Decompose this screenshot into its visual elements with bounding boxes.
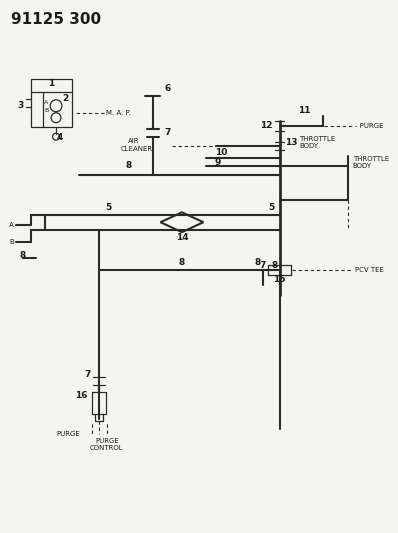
Text: 8: 8: [271, 261, 278, 270]
Text: PURGE: PURGE: [56, 431, 80, 437]
Text: 9: 9: [215, 158, 221, 167]
Text: 7: 7: [84, 370, 90, 379]
Text: 15: 15: [273, 276, 286, 285]
Text: 8: 8: [179, 257, 185, 266]
Text: 5: 5: [105, 203, 112, 212]
Text: 8: 8: [255, 257, 261, 266]
Text: 5: 5: [269, 203, 275, 212]
Text: BODY: BODY: [353, 163, 372, 168]
Text: AIR: AIR: [128, 138, 140, 144]
Text: BODY: BODY: [299, 143, 318, 149]
Text: CONTROL: CONTROL: [90, 445, 124, 451]
Text: 12: 12: [259, 121, 272, 130]
Text: 8: 8: [20, 251, 26, 260]
Text: B: B: [9, 239, 14, 245]
Text: 1: 1: [48, 79, 54, 88]
Text: 3: 3: [18, 101, 24, 110]
Text: M. A. P.: M. A. P.: [106, 110, 131, 116]
Text: 91125 300: 91125 300: [11, 12, 101, 27]
Text: PURGE: PURGE: [95, 438, 119, 444]
Text: THROTTLE: THROTTLE: [353, 156, 389, 161]
Text: 2: 2: [62, 94, 69, 103]
Text: THROTTLE: THROTTLE: [299, 136, 335, 142]
Text: A: A: [9, 222, 14, 228]
Text: 4: 4: [57, 133, 63, 142]
Text: - PURGE: - PURGE: [355, 123, 383, 129]
Text: B: B: [44, 108, 49, 114]
Text: PCV TEE: PCV TEE: [355, 267, 384, 273]
Text: 16: 16: [75, 391, 88, 400]
Text: 7: 7: [164, 128, 170, 137]
Text: 8: 8: [125, 161, 131, 170]
Text: 6: 6: [164, 84, 170, 93]
Text: 7: 7: [260, 261, 266, 270]
Text: 10: 10: [215, 148, 227, 157]
Text: 14: 14: [176, 232, 188, 241]
Text: 13: 13: [285, 138, 297, 147]
Text: A: A: [44, 100, 49, 106]
Text: CLEANER: CLEANER: [121, 146, 152, 151]
Text: 11: 11: [298, 106, 310, 115]
